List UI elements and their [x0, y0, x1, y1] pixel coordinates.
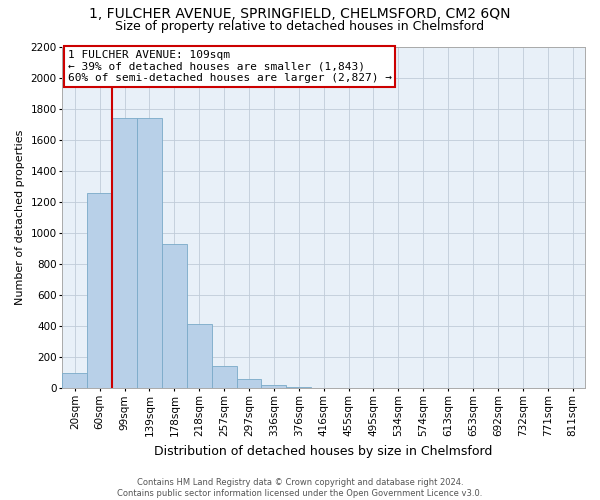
X-axis label: Distribution of detached houses by size in Chelmsford: Distribution of detached houses by size … — [154, 444, 493, 458]
Bar — [137, 118, 162, 388]
Bar — [286, 387, 311, 388]
Bar — [162, 244, 187, 388]
Text: 1 FULCHER AVENUE: 109sqm
← 39% of detached houses are smaller (1,843)
60% of sem: 1 FULCHER AVENUE: 109sqm ← 39% of detach… — [68, 50, 392, 83]
Bar — [236, 379, 262, 388]
Text: 1, FULCHER AVENUE, SPRINGFIELD, CHELMSFORD, CM2 6QN: 1, FULCHER AVENUE, SPRINGFIELD, CHELMSFO… — [89, 8, 511, 22]
Bar — [262, 384, 286, 388]
Bar — [212, 366, 236, 388]
Text: Contains HM Land Registry data © Crown copyright and database right 2024.
Contai: Contains HM Land Registry data © Crown c… — [118, 478, 482, 498]
Bar — [112, 118, 137, 388]
Bar — [62, 373, 87, 388]
Text: Size of property relative to detached houses in Chelmsford: Size of property relative to detached ho… — [115, 20, 485, 33]
Bar — [187, 324, 212, 388]
Bar — [87, 192, 112, 388]
Y-axis label: Number of detached properties: Number of detached properties — [15, 130, 25, 305]
